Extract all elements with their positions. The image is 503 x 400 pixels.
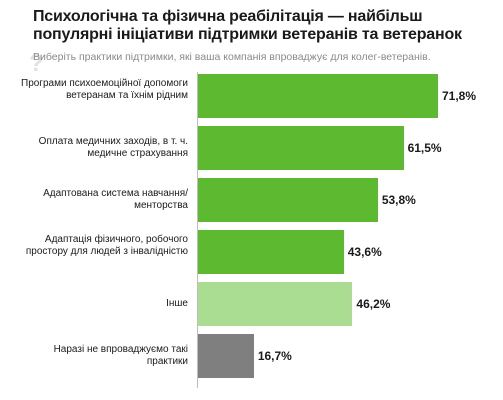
- bar: [198, 74, 438, 118]
- chart-title: Психологічна та фізична реабілітація — н…: [33, 8, 462, 43]
- value-label: 53,8%: [381, 193, 416, 207]
- category-label: Інше: [166, 298, 188, 309]
- category-axis-line: [197, 72, 198, 388]
- category-label: Адаптація фізичного, робочого простору д…: [25, 234, 188, 257]
- bar: [198, 334, 254, 378]
- bar: [198, 230, 344, 274]
- bar: [198, 126, 404, 170]
- category-label: Оплата медичних заходів, в т. ч. медичне…: [38, 136, 188, 159]
- value-label: 43,6%: [347, 245, 382, 259]
- value-label: 61,5%: [407, 141, 442, 155]
- category-label: Програми психоемоційної допомоги ветеран…: [21, 78, 188, 101]
- bar: [198, 282, 353, 326]
- category-label: Наразі не впроваджуємо такі практики: [53, 344, 188, 367]
- category-label: Адаптована система навчання/менторства: [43, 188, 188, 211]
- bar: [198, 178, 378, 222]
- value-label: 71,8%: [442, 89, 477, 103]
- value-label: 46,2%: [356, 297, 391, 311]
- chart-subtitle: Виберіть практики підтримки, які ваша ко…: [33, 51, 431, 63]
- question-mark-icon: ?: [29, 50, 44, 77]
- value-label: 16,7%: [257, 349, 292, 363]
